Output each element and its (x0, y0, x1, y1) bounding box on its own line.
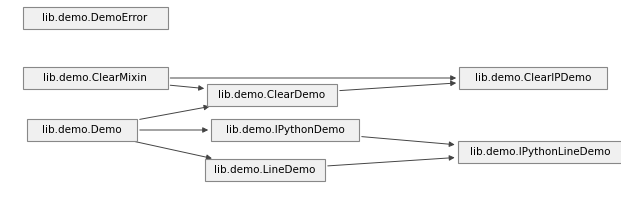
FancyBboxPatch shape (211, 119, 359, 141)
FancyBboxPatch shape (458, 141, 621, 163)
Text: lib.demo.LineDemo: lib.demo.LineDemo (214, 165, 315, 175)
Text: lib.demo.ClearMixin: lib.demo.ClearMixin (43, 73, 147, 83)
Text: lib.demo.IPythonDemo: lib.demo.IPythonDemo (225, 125, 345, 135)
Text: lib.demo.ClearIPDemo: lib.demo.ClearIPDemo (475, 73, 591, 83)
FancyBboxPatch shape (207, 84, 337, 106)
Text: lib.demo.Demo: lib.demo.Demo (42, 125, 122, 135)
Text: lib.demo.IPythonLineDemo: lib.demo.IPythonLineDemo (469, 147, 610, 157)
FancyBboxPatch shape (459, 67, 607, 89)
Text: lib.demo.ClearDemo: lib.demo.ClearDemo (219, 90, 325, 100)
Text: lib.demo.DemoError: lib.demo.DemoError (42, 13, 148, 23)
FancyBboxPatch shape (22, 7, 168, 29)
FancyBboxPatch shape (27, 119, 137, 141)
FancyBboxPatch shape (205, 159, 325, 181)
FancyBboxPatch shape (22, 67, 168, 89)
